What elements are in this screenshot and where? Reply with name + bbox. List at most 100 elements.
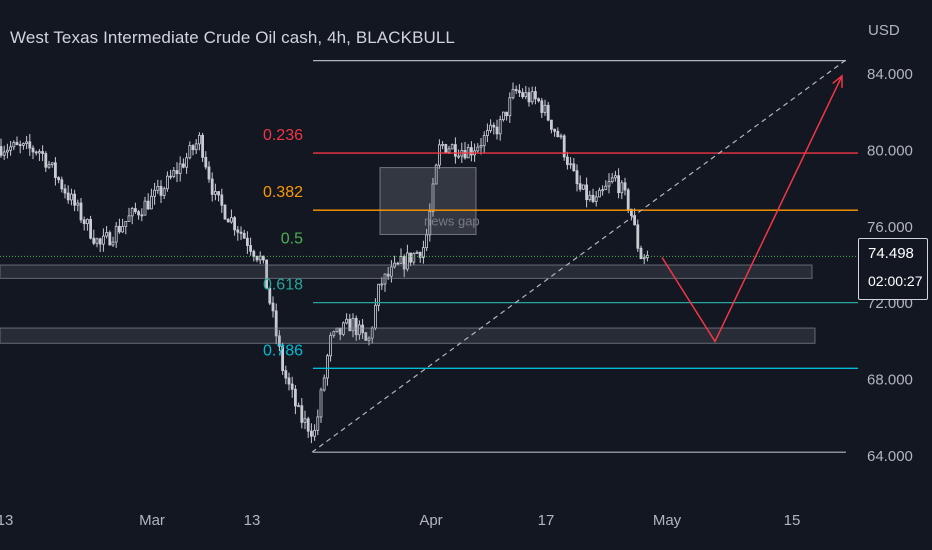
candle-body xyxy=(463,150,467,159)
fib-level-label: 0.236 xyxy=(263,127,303,144)
candle-body xyxy=(15,142,19,146)
candle-body xyxy=(194,143,198,151)
candle-body xyxy=(527,92,531,103)
candle-body xyxy=(578,183,582,190)
candle-body xyxy=(98,238,102,245)
candle-body xyxy=(153,189,157,197)
candle-body xyxy=(114,225,118,243)
candle-body xyxy=(178,163,182,174)
candle-body xyxy=(614,175,617,179)
candle-body xyxy=(204,156,208,168)
candle-body xyxy=(354,317,358,336)
candle-body xyxy=(18,144,22,147)
candle-body xyxy=(306,418,310,432)
candle-body xyxy=(607,181,611,187)
candle-body xyxy=(293,388,297,407)
candle-body xyxy=(582,184,585,190)
candle-body xyxy=(521,92,524,98)
candle-body xyxy=(501,111,505,121)
candle-body xyxy=(34,151,38,154)
candle-body xyxy=(383,273,387,285)
candle-body xyxy=(309,430,313,437)
candle-body xyxy=(476,146,480,152)
candle-body xyxy=(377,283,381,306)
candle-body xyxy=(255,255,259,261)
candle-body xyxy=(524,92,528,98)
candle-body xyxy=(121,226,124,233)
candle-body xyxy=(252,250,256,257)
candle-body xyxy=(537,98,540,102)
candle-body xyxy=(143,200,147,216)
candle-body xyxy=(518,90,521,93)
candle-body xyxy=(169,175,173,178)
candle-body xyxy=(511,89,515,99)
candle-body xyxy=(585,184,588,201)
candle-body xyxy=(102,235,105,245)
candle-body xyxy=(226,218,230,223)
candle-body xyxy=(54,162,57,178)
time-axis[interactable]: 13 Mar 13 Apr 17 May 15 xyxy=(0,512,800,529)
candle-body xyxy=(633,215,636,226)
candle-body xyxy=(210,178,214,195)
projection-arrowhead[interactable] xyxy=(832,74,843,88)
candle-body xyxy=(290,383,294,390)
candle-body xyxy=(57,177,60,181)
candle-body xyxy=(50,162,54,165)
candle-body xyxy=(492,124,496,128)
candle-body xyxy=(402,256,406,270)
candle-body xyxy=(351,317,355,332)
candle-body xyxy=(482,135,486,146)
candle-body xyxy=(159,186,163,196)
candle-body xyxy=(220,194,224,206)
candle-body xyxy=(575,170,579,185)
candle-body xyxy=(489,124,493,131)
candle-body xyxy=(588,194,592,201)
candle-body xyxy=(188,145,192,159)
candle-body xyxy=(469,147,473,156)
candle-body xyxy=(441,143,445,146)
candle-body xyxy=(361,324,365,334)
bar-countdown: 02:00:27 xyxy=(868,273,923,289)
candle-body xyxy=(412,253,416,263)
candle-body xyxy=(201,134,205,158)
candle-body xyxy=(63,188,67,194)
time-tick-label: Mar xyxy=(139,512,165,529)
fib-level-label: 0.618 xyxy=(263,277,303,294)
candle-body xyxy=(300,405,304,423)
candle-body xyxy=(21,143,25,146)
candle-body xyxy=(217,191,221,196)
candle-body xyxy=(79,202,83,221)
candle-body xyxy=(108,232,112,246)
candle-body xyxy=(191,145,195,151)
price-tick-label: 84.000 xyxy=(867,66,913,83)
candle-body xyxy=(610,177,614,183)
candle-body xyxy=(373,304,377,329)
price-tick-label: 68.000 xyxy=(867,372,913,389)
candle-body xyxy=(223,204,227,220)
candle-body xyxy=(146,200,150,210)
candle-body xyxy=(444,143,448,153)
projection-path[interactable] xyxy=(661,75,843,343)
trend-line[interactable] xyxy=(311,60,846,453)
candle-body xyxy=(485,130,489,136)
candle-body xyxy=(265,259,269,289)
candle-body xyxy=(604,185,608,191)
time-tick-label: 13 xyxy=(0,512,13,529)
candle-body xyxy=(495,126,499,135)
candle-body xyxy=(124,221,128,227)
fib-level-label: 0.5 xyxy=(281,230,303,247)
candle-body xyxy=(591,194,595,202)
last-price-value: 74.498 xyxy=(868,245,914,262)
candle-body xyxy=(479,145,483,148)
candle-body xyxy=(31,147,35,153)
drawings-layer[interactable] xyxy=(311,60,846,453)
candle-body xyxy=(185,157,189,168)
news-gap-label: news gap xyxy=(424,213,480,228)
candle-body xyxy=(47,164,51,168)
candle-body xyxy=(380,283,384,286)
fib-level-label: 0.786 xyxy=(263,342,303,359)
candle-body xyxy=(367,337,371,341)
candle-body xyxy=(505,111,509,117)
fibonacci-layer[interactable]: 0.236 0.382 0.5 0.618 0.786 xyxy=(0,60,858,453)
